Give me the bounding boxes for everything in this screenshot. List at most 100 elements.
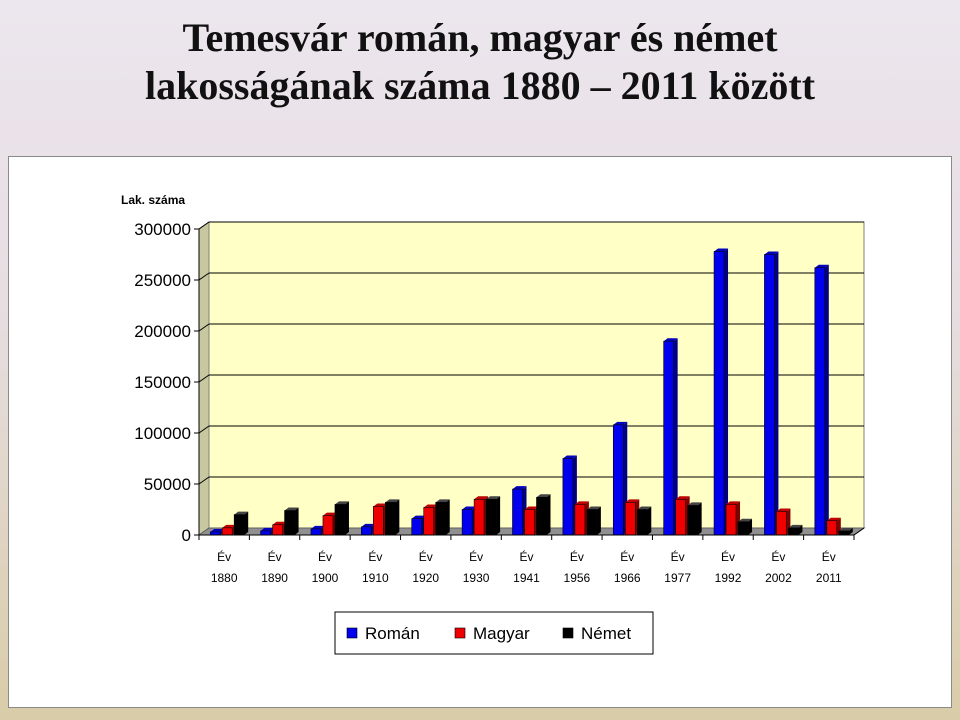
bar-top bbox=[838, 527, 853, 531]
bar-top bbox=[474, 496, 489, 500]
bar-front bbox=[814, 267, 826, 536]
bar-top bbox=[764, 251, 779, 255]
x-tick-prefix: Év bbox=[822, 549, 836, 564]
bar-top bbox=[625, 499, 640, 503]
bar-front bbox=[586, 509, 598, 536]
x-tick-label: 1900 bbox=[312, 571, 339, 585]
bar-top bbox=[675, 496, 690, 500]
bar-front bbox=[435, 502, 447, 536]
x-tick-prefix: Év bbox=[368, 549, 382, 564]
bar-front bbox=[636, 509, 648, 536]
chart-container: 0 50000 100000 150000 200000 250000 300000 Lak.… bbox=[8, 156, 952, 708]
bar bbox=[764, 251, 779, 536]
bar-top bbox=[738, 518, 753, 522]
bar-side bbox=[824, 264, 829, 535]
bar-front bbox=[788, 527, 799, 536]
axes: 0 50000 100000 150000 200000 250000 300000 Lak.… bbox=[121, 193, 865, 585]
bar-top bbox=[435, 499, 450, 503]
x-tick-prefix: Év bbox=[671, 549, 685, 564]
y-tick-label: 250000 bbox=[134, 271, 191, 290]
legend: Román Magyar Német bbox=[334, 611, 654, 655]
bar-front bbox=[764, 254, 775, 536]
bar bbox=[284, 507, 299, 536]
bars bbox=[209, 248, 853, 536]
bar-front bbox=[461, 509, 473, 536]
x-tick-label: 1890 bbox=[261, 571, 288, 585]
bar-top bbox=[310, 525, 325, 529]
bar-front bbox=[473, 498, 485, 536]
gridline-side bbox=[198, 425, 210, 434]
y-tick-label: 300000 bbox=[134, 220, 191, 239]
y-axis-label: Lak. száma bbox=[121, 193, 185, 207]
bar-top bbox=[776, 508, 791, 512]
bar-side bbox=[748, 518, 753, 535]
bar-front bbox=[624, 502, 636, 536]
x-tick-label: 1966 bbox=[614, 571, 641, 585]
bar bbox=[485, 496, 501, 536]
bar bbox=[713, 248, 729, 536]
bar-top bbox=[637, 506, 652, 510]
x-tick-label: 1977 bbox=[664, 571, 691, 585]
bar-top bbox=[562, 455, 577, 459]
legend-label: Román bbox=[365, 624, 420, 643]
bar-front bbox=[675, 498, 686, 536]
bar-front bbox=[574, 504, 586, 536]
bar-front bbox=[385, 502, 396, 536]
bar-front bbox=[713, 251, 725, 536]
bar-front bbox=[524, 509, 535, 536]
bar-front bbox=[737, 521, 749, 536]
x-tick-label: 1920 bbox=[412, 571, 439, 585]
bar-front bbox=[663, 340, 674, 536]
x-tick-prefix: Év bbox=[268, 549, 282, 564]
bar-top bbox=[361, 523, 376, 527]
bar-top bbox=[222, 524, 237, 528]
y-tick-label: 150000 bbox=[134, 373, 191, 392]
bar-side bbox=[395, 499, 400, 535]
x-tick-label: 2002 bbox=[765, 571, 792, 585]
bar-front bbox=[485, 498, 497, 536]
x-tick-prefix: Év bbox=[419, 549, 433, 564]
bar-side bbox=[294, 507, 299, 535]
x-tick-label: 1956 bbox=[564, 571, 591, 585]
bar-side bbox=[673, 338, 678, 535]
bar bbox=[586, 506, 601, 536]
bar-front bbox=[536, 496, 547, 536]
bar-front bbox=[562, 458, 574, 536]
bar-front bbox=[260, 530, 271, 536]
bar bbox=[788, 524, 803, 536]
bar-front bbox=[411, 518, 423, 536]
bar-side bbox=[774, 251, 779, 535]
bar-front bbox=[512, 488, 523, 536]
bar-chart: 0 50000 100000 150000 200000 250000 300000 Lak.… bbox=[121, 193, 866, 655]
gridline-side bbox=[198, 374, 210, 383]
bar-front bbox=[233, 514, 245, 536]
slide-title: Temesvár román, magyar és német lakosság… bbox=[0, 14, 960, 110]
x-tick-label: 1910 bbox=[362, 571, 389, 585]
bar bbox=[636, 506, 652, 536]
x-tick-prefix: Év bbox=[217, 549, 231, 564]
x-tick-prefix: Év bbox=[469, 549, 483, 564]
y-tick-label: 50000 bbox=[144, 475, 191, 494]
bar-top bbox=[423, 504, 438, 508]
x-tick-label: 1992 bbox=[715, 571, 742, 585]
bar-top bbox=[234, 511, 249, 515]
bar-front bbox=[322, 515, 334, 536]
bar-side bbox=[244, 511, 249, 535]
bar-top bbox=[714, 248, 729, 252]
bar-top bbox=[574, 501, 589, 505]
gridline-side bbox=[198, 323, 210, 332]
bar-side bbox=[798, 524, 803, 535]
x-tick-label: 1941 bbox=[513, 571, 540, 585]
gridline-side bbox=[198, 221, 210, 230]
bar-front bbox=[838, 530, 850, 536]
legend-swatch bbox=[562, 627, 574, 639]
y-tick-label: 100000 bbox=[134, 424, 191, 443]
bar-front bbox=[423, 507, 435, 536]
title-line-1: Temesvár román, magyar és német bbox=[182, 15, 778, 60]
gridline-side bbox=[198, 272, 210, 281]
bar-side bbox=[546, 494, 551, 535]
gridline-side bbox=[198, 476, 210, 485]
bar-top bbox=[411, 515, 426, 519]
bar-side bbox=[445, 499, 450, 535]
x-axis-depth bbox=[853, 527, 865, 536]
